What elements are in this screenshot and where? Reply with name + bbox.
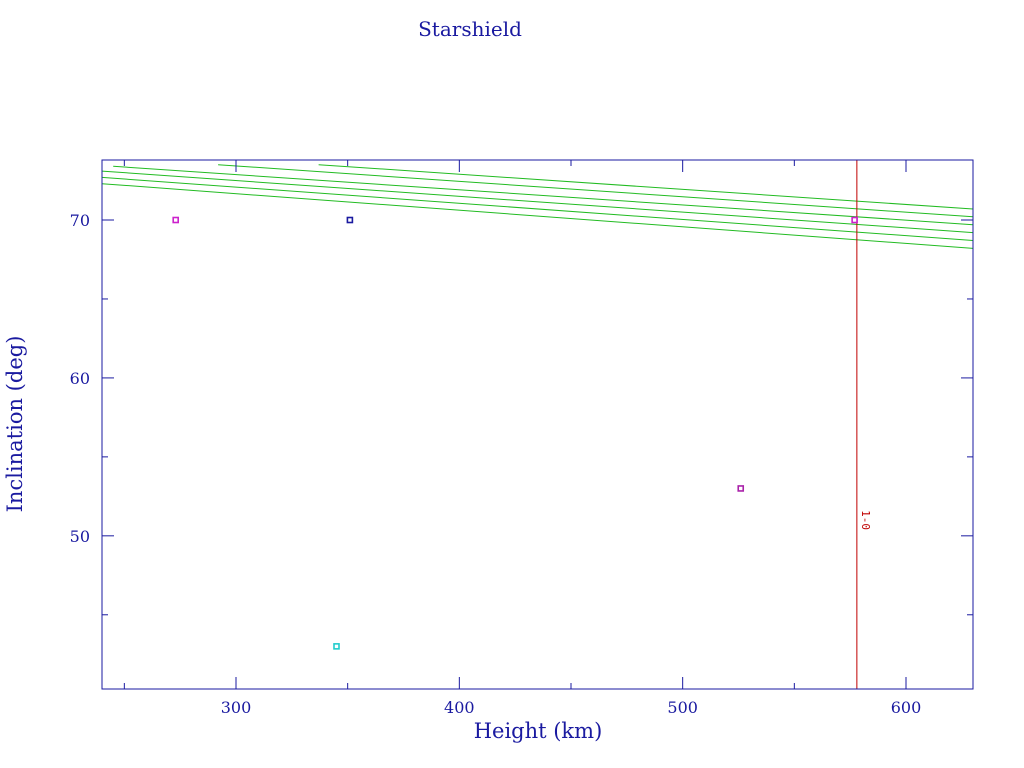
- x-tick-label: 300: [221, 698, 252, 717]
- x-axis-label: Height (km): [474, 719, 603, 743]
- coverage-curve-4: [218, 164, 974, 218]
- coverage-curve-0: [101, 183, 974, 249]
- coverage-curve-5: [318, 164, 974, 210]
- coverage-curve-3: [113, 165, 974, 226]
- coverage-curve-2: [101, 170, 974, 234]
- data-point-4: [333, 643, 340, 650]
- y-tick-label: 60: [70, 369, 90, 388]
- data-point-3: [737, 485, 745, 492]
- data-point-2: [851, 216, 858, 224]
- y-tick-label: 70: [70, 211, 90, 230]
- curves-layer: [101, 164, 974, 249]
- points-layer: [172, 216, 858, 650]
- plot-frame: [101, 159, 974, 690]
- chart-title: Starshield: [418, 17, 522, 41]
- reference-line-label: 1-0: [859, 510, 872, 530]
- reference-line-layer: 1-0: [856, 160, 872, 689]
- data-point-1: [346, 216, 354, 224]
- x-tick-label: 400: [444, 698, 475, 717]
- ticks-layer: 300 400 500 600 50 60 70: [70, 160, 973, 717]
- x-tick-label: 500: [667, 698, 698, 717]
- coverage-curve-1: [101, 176, 974, 241]
- data-point-0: [172, 216, 179, 224]
- x-tick-label: 600: [891, 698, 922, 717]
- y-axis-label: Inclination (deg): [3, 336, 27, 513]
- y-tick-label: 50: [70, 527, 90, 546]
